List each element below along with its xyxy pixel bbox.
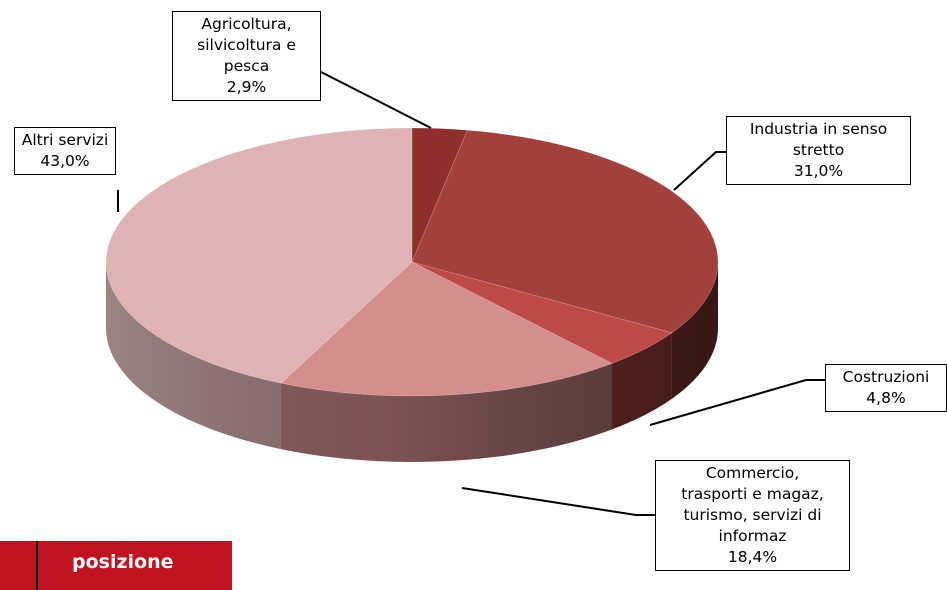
slice-label: Costruzioni (842, 368, 930, 386)
slice-label: Commercio, trasporti e magaz, turismo, s… (681, 464, 824, 545)
leader-line-0 (320, 71, 432, 129)
leader-line-1 (673, 151, 726, 191)
slice-label: Agricoltura, silvicoltura e pesca (197, 15, 296, 75)
leader-line-2 (649, 379, 825, 426)
footer-bar: posizione (0, 541, 232, 590)
slice-label: Industria in senso stretto (749, 120, 888, 159)
pie-slice-0 (411, 127, 468, 263)
footer-divider (36, 541, 38, 590)
callout-4: Altri servizi 43,0% (14, 127, 116, 175)
slice-value: 4,8% (866, 389, 906, 407)
slice-label: Altri servizi (21, 131, 109, 149)
callout-0: Agricoltura, silvicoltura e pesca 2,9% (172, 11, 321, 101)
slice-value: 2,9% (226, 78, 267, 96)
slice-value: 18,4% (727, 548, 778, 566)
footer-label: posizione (72, 551, 174, 573)
pie-slice-1 (411, 129, 719, 334)
slice-value: 43,0% (40, 152, 90, 170)
pie-side-shading (106, 262, 718, 462)
callout-2: Costruzioni 4,8% (825, 364, 947, 412)
slice-value: 31,0% (793, 162, 844, 180)
leader-line-3 (461, 487, 655, 516)
pie-slice-3 (280, 261, 613, 397)
callout-1: Industria in senso stretto 31,0% (726, 116, 911, 185)
pie-slice-4 (105, 127, 413, 384)
callout-3: Commercio, trasporti e magaz, turismo, s… (655, 460, 850, 571)
pie-slice-2 (411, 261, 673, 364)
